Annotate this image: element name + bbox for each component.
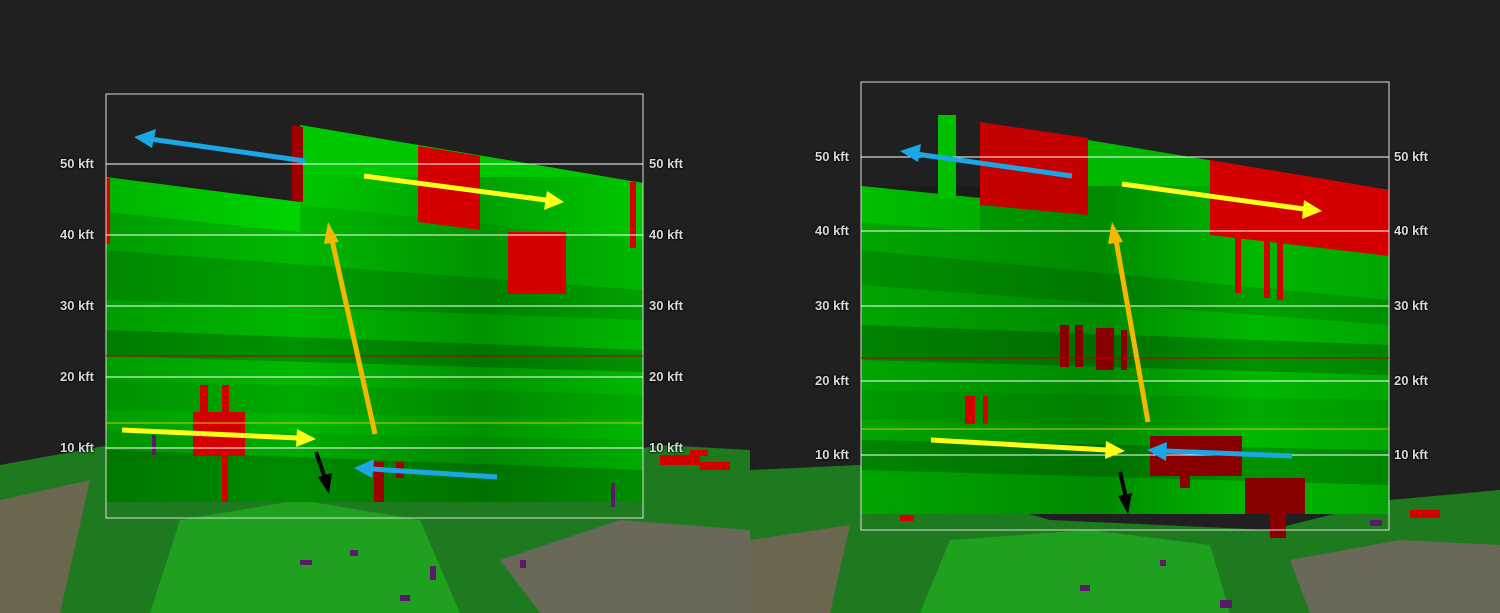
right-axis-label-20kft-right: 20 kft [1394, 373, 1428, 388]
right-radar-panel: 50 kft 40 kft 30 kft 20 kft 10 kft 50 kf… [750, 0, 1500, 613]
left-axis-label-20kft-left: 20 kft [60, 369, 94, 384]
right-updraft-arrow [1108, 222, 1151, 423]
right-axis-label-20kft-left: 20 kft [815, 373, 849, 388]
right-axis-label-50kft-right: 50 kft [1394, 149, 1428, 164]
left-radar-panel: 50 kft 40 kft 30 kft 20 kft 10 kft 50 kf… [0, 93, 750, 613]
right-axis-label-40kft-right: 40 kft [1394, 223, 1428, 238]
left-outflow-arrow-top [134, 129, 306, 164]
left-axis-label-10kft-left: 10 kft [60, 440, 94, 455]
left-outflow-arrow-bottom [354, 459, 498, 480]
right-axis-label-10kft-right: 10 kft [1394, 447, 1428, 462]
right-axis-label-10kft-left: 10 kft [815, 447, 849, 462]
left-velocity-cross-section [106, 125, 643, 507]
left-axis-label-30kft-right: 30 kft [649, 298, 683, 313]
right-axis-label-30kft-right: 30 kft [1394, 298, 1428, 313]
left-axis-label-20kft-right: 20 kft [649, 369, 683, 384]
left-axis-label-50kft-left: 50 kft [60, 156, 94, 171]
right-axis-label-40kft-left: 40 kft [815, 223, 849, 238]
left-altitude-grid [106, 163, 643, 449]
right-velocity-cross-section [861, 115, 1389, 538]
left-inflow-arrow-bottom [121, 427, 316, 447]
left-updraft-arrow [324, 222, 378, 435]
left-axis-label-40kft-right: 40 kft [649, 227, 683, 242]
right-downdraft-arrow [1118, 471, 1132, 514]
left-axis-label-10kft-right: 10 kft [649, 440, 683, 455]
left-axis-label-50kft-right: 50 kft [649, 156, 683, 171]
left-cross-section-graphic [0, 93, 750, 613]
right-axis-label-30kft-left: 30 kft [815, 298, 849, 313]
left-axis-label-40kft-left: 40 kft [60, 227, 94, 242]
right-outflow-arrow-top [900, 144, 1073, 179]
right-inflow-arrow-bottom [930, 437, 1125, 459]
right-inflow-arrow-top [1121, 181, 1322, 219]
left-downdraft-arrow [314, 451, 332, 494]
right-axis-label-50kft-left: 50 kft [815, 149, 849, 164]
left-inflow-arrow-top [363, 173, 564, 210]
left-axis-label-30kft-left: 30 kft [60, 298, 94, 313]
right-cross-section-graphic [750, 81, 1500, 613]
right-outflow-arrow-bottom [1147, 442, 1293, 461]
